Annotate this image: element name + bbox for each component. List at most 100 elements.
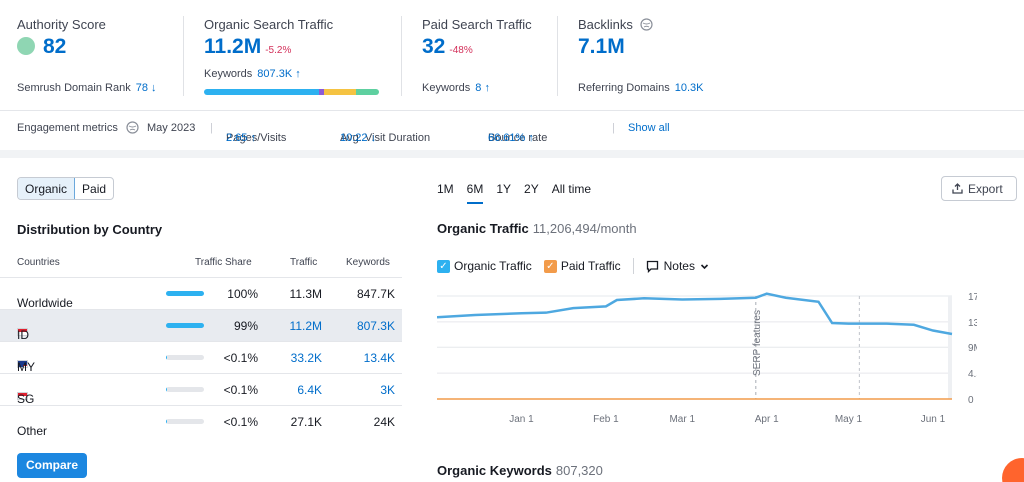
range-1m[interactable]: 1M [437, 182, 454, 196]
date-range-tabs: 1M 6M 1Y 2Y All time [437, 182, 604, 204]
table-row[interactable]: SG <0.1% 6.4K 3K [0, 373, 402, 406]
y-tick-label: 17.9M [968, 292, 977, 303]
organic-keywords[interactable]: Keywords 807.3K ↑ [204, 68, 301, 80]
traffic-share-bar [166, 355, 204, 360]
divider [557, 16, 558, 96]
table-row[interactable]: MY <0.1% 33.2K 13.4K [0, 341, 402, 374]
traffic-share-bar [166, 323, 204, 328]
keywords-value[interactable]: 3K [380, 383, 395, 397]
traffic-value: 11.3M [289, 287, 322, 301]
table-row[interactable]: ID 99% 11.2M 807.3K [0, 309, 402, 342]
divider [0, 110, 1024, 111]
organic-traffic-chart: 0 4.5M 9M 13.4M 17.9M Jan 1 Feb 1 Mar 1 Apr 1 May… [437, 292, 977, 425]
x-tick-label: Feb 1 [593, 414, 619, 425]
chevron-down-icon [700, 263, 709, 269]
domain-rank[interactable]: Semrush Domain Rank 78 ↓ [17, 82, 157, 94]
organic-keywords-title: Organic Keywords 807,320 [437, 463, 603, 478]
legend-organic[interactable]: ✓ Organic Traffic [437, 259, 532, 273]
flag-sg-icon [17, 392, 28, 400]
divider: | [210, 122, 213, 134]
traffic-value[interactable]: 6.4K [297, 383, 322, 397]
globe-icon [126, 121, 139, 137]
note-icon [646, 260, 658, 273]
range-1y[interactable]: 1Y [496, 182, 512, 196]
export-button[interactable]: Export [941, 176, 1017, 201]
divider [632, 258, 634, 274]
serp-features-annotation: SERP features [752, 310, 763, 376]
engagement-label: Engagement metrics [17, 122, 118, 134]
range-2y[interactable]: 2Y [524, 182, 539, 196]
range-6m[interactable]: 6M [466, 182, 484, 204]
backlinks-label: Backlinks [578, 17, 653, 32]
flag-my-icon [17, 360, 28, 368]
table-row[interactable]: Other <0.1% 27.1K 24K [0, 405, 402, 438]
backlinks-value[interactable]: 7.1M [578, 35, 625, 58]
engagement-metrics-bar: Engagement metrics May 2023 | Pages/Visi… [17, 121, 670, 144]
traffic-share-bar [166, 291, 204, 296]
score-dot-icon [17, 37, 35, 55]
help-widget[interactable] [1002, 458, 1024, 482]
traffic-share-bar [166, 387, 204, 392]
x-tick-label: May 1 [835, 414, 863, 425]
col-countries: Countries [17, 257, 60, 268]
organic-traffic-label: Organic Search Traffic [204, 17, 334, 32]
divider [183, 16, 184, 96]
y-tick-label: 0 [968, 395, 974, 406]
x-tick-label: Jun 1 [921, 414, 946, 425]
traffic-value: 27.1K [290, 415, 322, 429]
col-traffic-share[interactable]: Traffic Share [195, 257, 252, 268]
export-icon [952, 183, 963, 194]
axis-band [948, 296, 952, 399]
overview-panel: Authority Score 82 Semrush Domain Rank 78… [0, 0, 1024, 150]
y-tick-label: 9M [968, 343, 977, 354]
y-tick-label: 13.4M [968, 318, 977, 329]
authority-score-label: Authority Score [17, 17, 106, 32]
paid-traffic-label: Paid Search Traffic [422, 17, 532, 32]
traffic-value[interactable]: 33.2K [290, 351, 322, 365]
organic-traffic-value[interactable]: 11.2M -5.2% [204, 35, 292, 58]
traffic-share: <0.1% [223, 351, 258, 365]
table-row[interactable]: Worldwide 100% 11.3M 847.7K [0, 277, 402, 310]
info-globe-icon[interactable] [639, 18, 653, 31]
referring-domains[interactable]: Referring Domains 10.3K [578, 82, 704, 94]
flag-id-icon [17, 328, 28, 336]
traffic-share: <0.1% [223, 415, 258, 429]
col-traffic[interactable]: Traffic [290, 257, 318, 268]
chart-legend: ✓ Organic Traffic ✓ Paid Traffic Notes [437, 258, 721, 274]
traffic-value[interactable]: 11.2M [289, 319, 322, 333]
paid-traffic-value[interactable]: 32 -48% [422, 35, 473, 58]
checkbox-checked-icon: ✓ [437, 259, 450, 273]
x-tick-label: Jan 1 [509, 414, 534, 425]
traffic-panel: Organic Paid Distribution by Country Cou… [0, 158, 1024, 482]
keywords-value: 24K [373, 415, 395, 429]
x-tick-label: Apr 1 [755, 414, 779, 425]
traffic-share-bar [166, 419, 204, 424]
divider: | [612, 122, 615, 134]
paid-keywords[interactable]: Keywords 8 ↑ [422, 82, 490, 94]
distribution-title: Distribution by Country [17, 222, 163, 237]
divider [401, 16, 402, 96]
show-all-link[interactable]: Show all [628, 122, 670, 134]
traffic-share: 100% [227, 287, 258, 301]
organic-paid-toggle: Organic Paid [17, 177, 115, 200]
keywords-value[interactable]: 807.3K [356, 319, 395, 333]
traffic-share: 99% [233, 319, 258, 333]
traffic-share: <0.1% [223, 383, 258, 397]
keywords-value[interactable]: 13.4K [363, 351, 395, 365]
organic-traffic-line [437, 292, 953, 336]
x-tick-label: Mar 1 [669, 414, 695, 425]
keyword-distribution-bar [204, 89, 379, 95]
col-keywords[interactable]: Keywords [346, 257, 390, 268]
compare-button[interactable]: Compare [17, 453, 88, 478]
authority-score-value: 82 [17, 35, 66, 59]
toggle-organic[interactable]: Organic [18, 178, 76, 199]
range-all-time[interactable]: All time [551, 182, 592, 196]
engagement-date: May 2023 [147, 122, 196, 134]
toggle-paid[interactable]: Paid [82, 182, 107, 196]
chart-title: Organic Traffic 11,206,494/month [437, 221, 637, 236]
checkbox-checked-icon: ✓ [543, 259, 557, 273]
y-tick-label: 4.5M [968, 369, 977, 380]
notes-dropdown[interactable]: Notes [646, 259, 709, 273]
legend-paid[interactable]: ✓ Paid Traffic [543, 259, 621, 273]
keywords-value: 847.7K [356, 287, 395, 301]
